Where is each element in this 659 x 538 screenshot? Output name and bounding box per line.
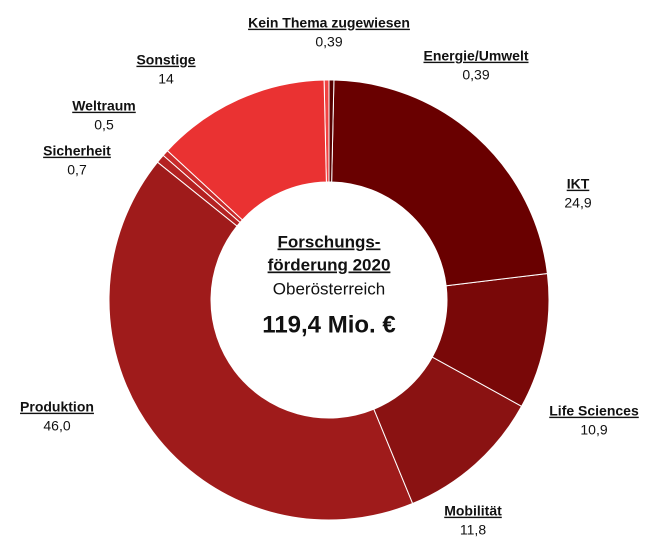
donut-slice xyxy=(431,272,550,407)
slice-value: 0,39 xyxy=(315,34,342,50)
donut-slice xyxy=(166,79,327,221)
donut-slice xyxy=(373,356,523,505)
slice-value: 0,5 xyxy=(94,117,114,133)
slice-name: Life Sciences xyxy=(549,403,639,419)
slice-name: Weltraum xyxy=(72,98,136,114)
slice-name: Sonstige xyxy=(136,52,195,68)
title-line: Forschungs- xyxy=(278,232,381,251)
slice-name: Mobilität xyxy=(444,503,502,519)
slice-name: Kein Thema zugewiesen xyxy=(248,15,410,31)
slice-name: IKT xyxy=(567,176,590,192)
donut-slice xyxy=(331,79,548,287)
slice-name: Energie/Umwelt xyxy=(423,48,528,64)
slice-value: 0,39 xyxy=(462,67,489,83)
slice-value: 46,0 xyxy=(43,418,70,434)
title-line: förderung 2020 xyxy=(268,255,391,274)
donut-slice xyxy=(328,79,335,183)
slice-value: 11,8 xyxy=(460,522,486,538)
slice-name: Produktion xyxy=(20,399,94,415)
center-total: 119,4 Mio. € xyxy=(262,311,395,338)
subtitle: Oberösterreich xyxy=(273,279,385,298)
slice-value: 14 xyxy=(158,71,174,87)
donut-slice xyxy=(108,161,414,521)
slice-value: 10,9 xyxy=(580,422,607,438)
slice-value: 0,7 xyxy=(67,162,87,178)
slice-name: Sicherheit xyxy=(43,143,111,159)
slice-value: 24,9 xyxy=(564,195,591,211)
